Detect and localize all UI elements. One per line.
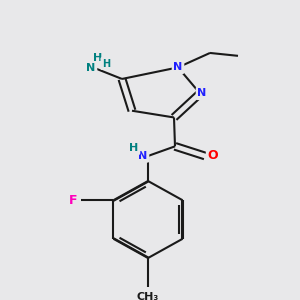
Text: N: N — [138, 151, 148, 161]
Text: H: H — [102, 58, 110, 68]
Text: H: H — [129, 143, 139, 153]
Text: H: H — [93, 53, 103, 63]
Text: N: N — [86, 63, 96, 74]
Text: N: N — [197, 88, 207, 98]
Text: F: F — [69, 194, 78, 207]
Text: O: O — [208, 149, 218, 163]
Text: N: N — [173, 62, 183, 72]
Text: CH₃: CH₃ — [137, 292, 159, 300]
